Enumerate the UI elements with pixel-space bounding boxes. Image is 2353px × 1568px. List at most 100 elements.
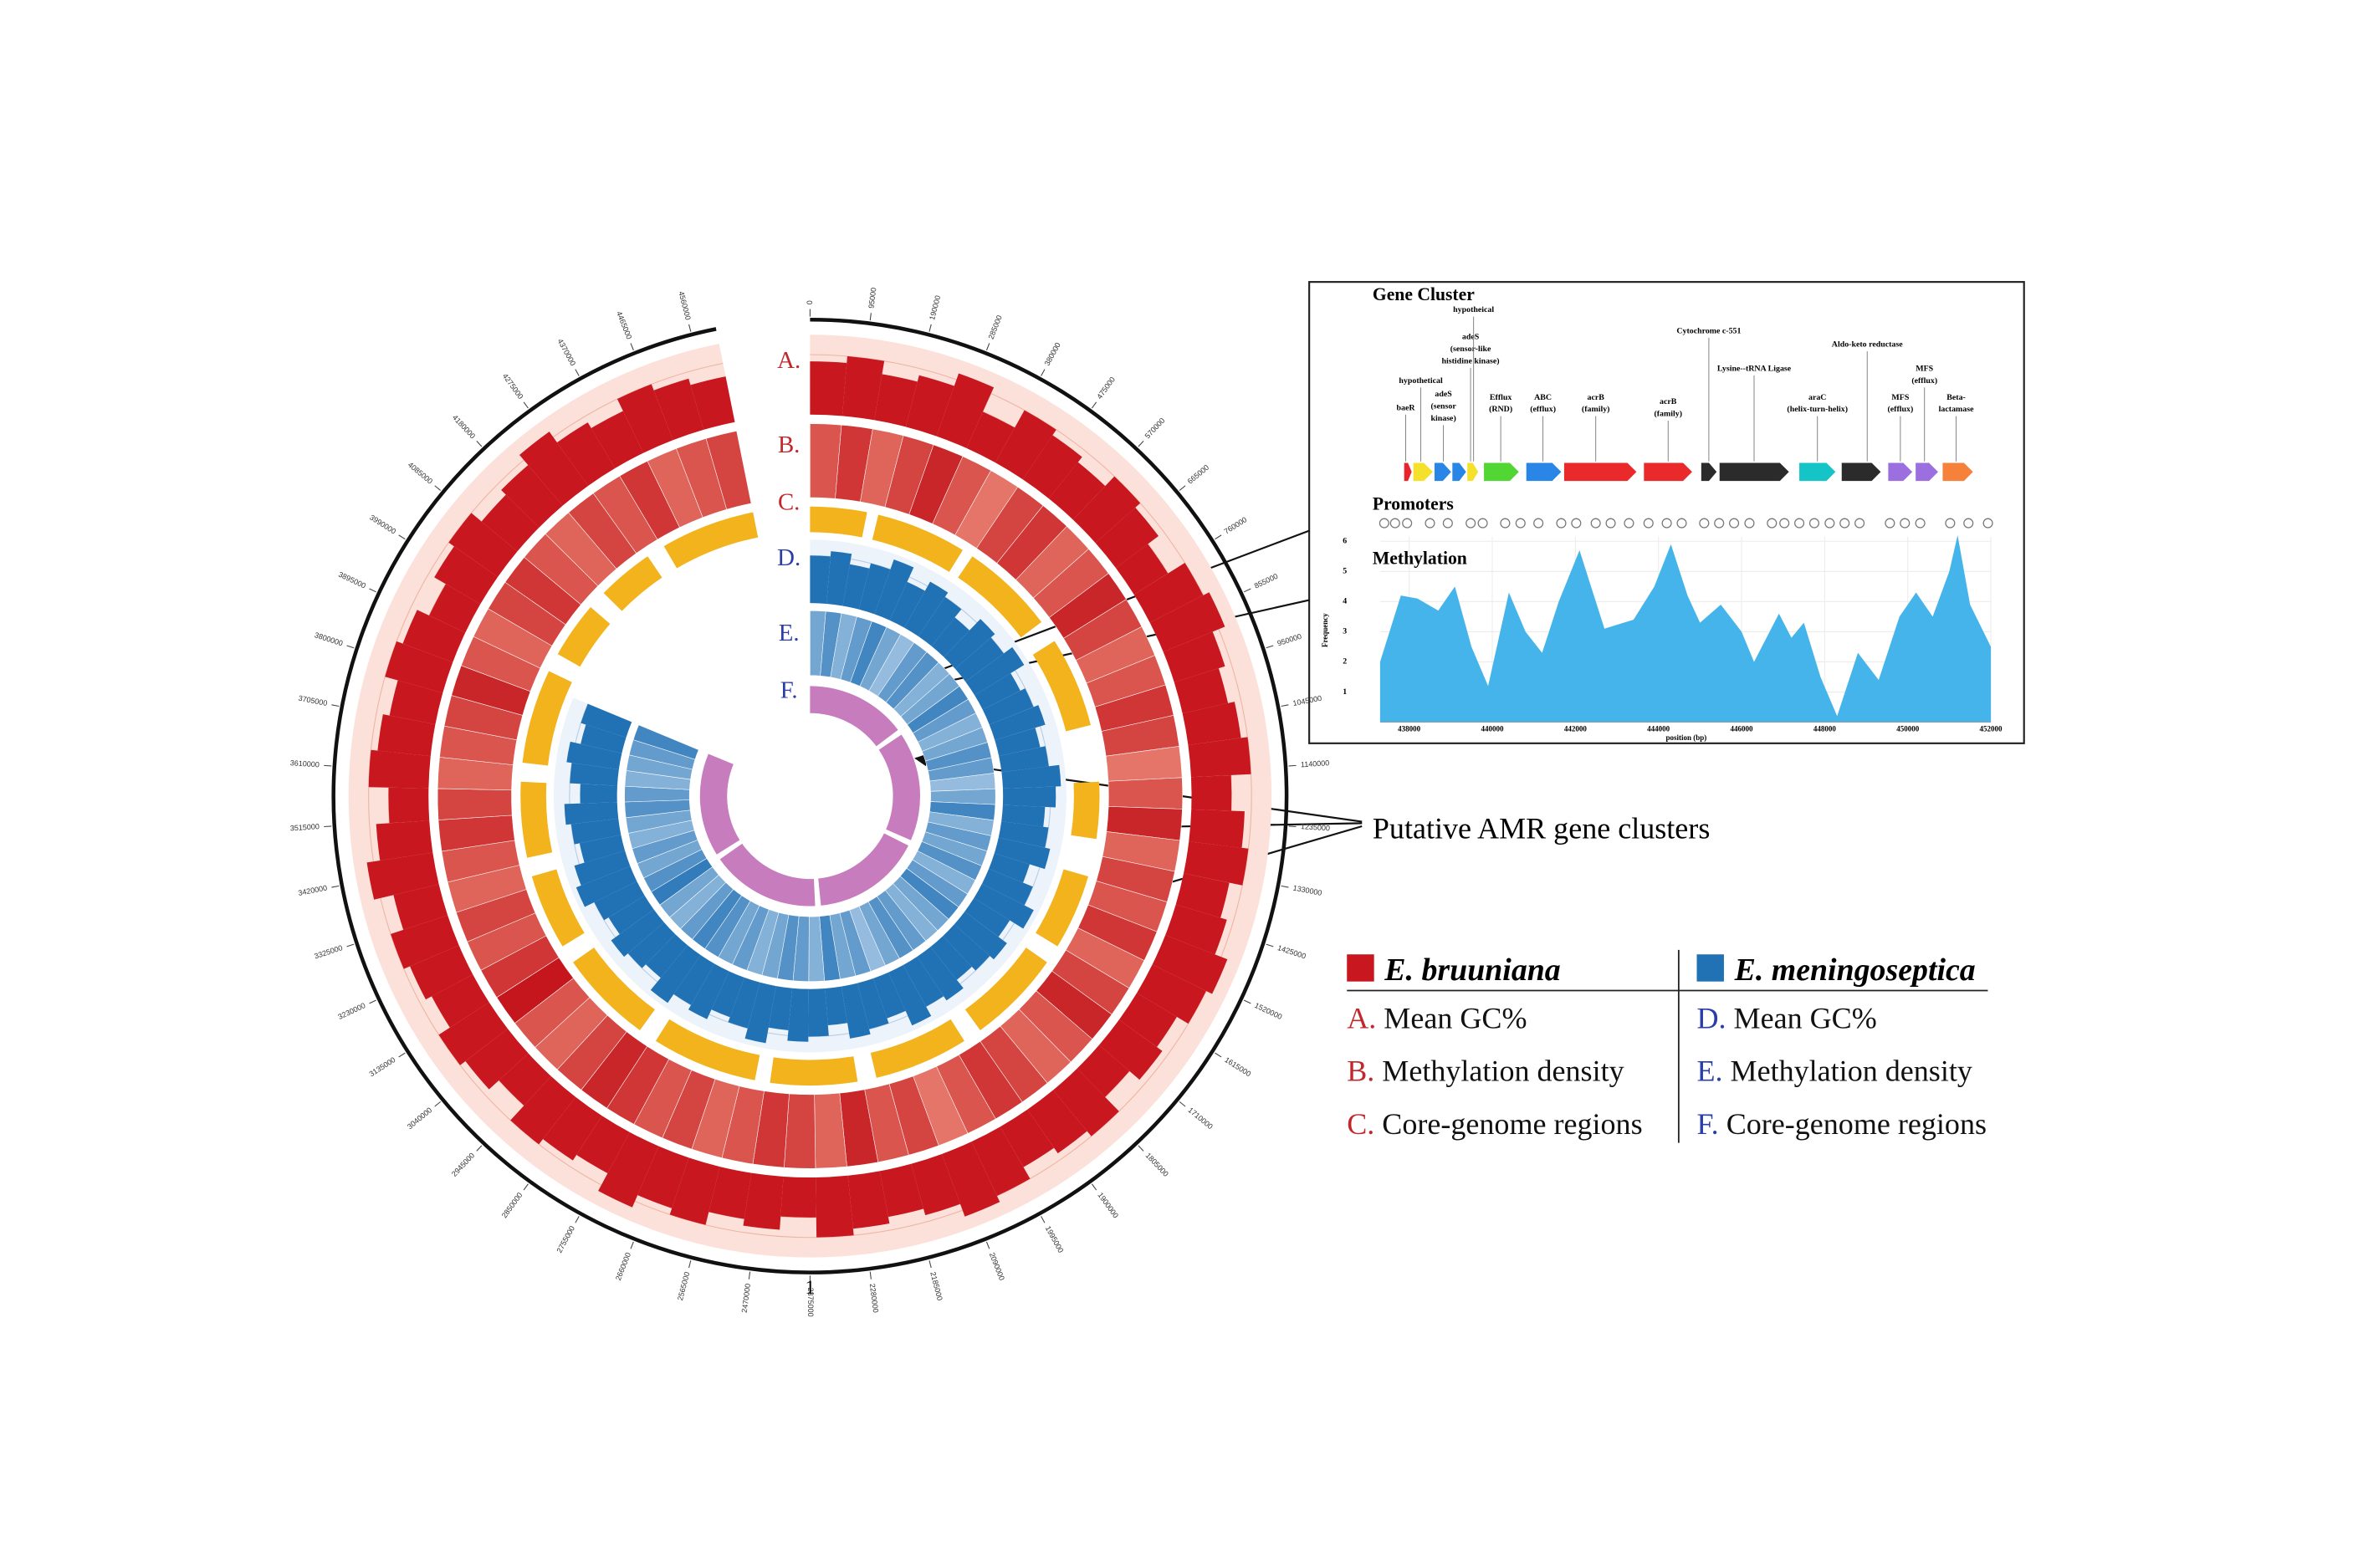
gc-bar (564, 802, 619, 825)
gc-bar (627, 922, 676, 968)
gc-bar (510, 1075, 576, 1145)
promoter (1442, 518, 1453, 529)
tick-label: 665000 (1186, 463, 1211, 486)
x-tick-label: 450000 (1896, 725, 1920, 733)
gc-bar (501, 465, 563, 528)
promoter (1402, 518, 1413, 529)
core-region (810, 686, 898, 747)
tick-label: 2090000 (988, 1251, 1006, 1281)
gc-bar (974, 883, 1034, 929)
gc-bar (944, 619, 995, 669)
gc-bar (708, 1167, 752, 1219)
tick-label: 285000 (987, 314, 1004, 340)
gc-bar (780, 1176, 816, 1218)
tick-mark (523, 401, 529, 409)
legend-item: D. Mean GC% (1696, 1002, 1876, 1035)
promoter (1767, 518, 1778, 529)
promoters-title: Promoters (1373, 493, 1454, 513)
gene-label: Aldo-keto reductase (1832, 340, 1903, 350)
gc-bar (391, 915, 459, 969)
gc-bar (974, 673, 1020, 710)
gc-bar (1072, 476, 1141, 544)
tick-label: 0 (806, 300, 814, 304)
gc-bar (1152, 935, 1228, 994)
tick-label: 3895000 (337, 570, 367, 590)
tick-mark (1266, 645, 1274, 649)
core-region (958, 556, 1042, 638)
track-label: B. (778, 432, 800, 458)
gc-bar (842, 564, 870, 610)
gc-bar (858, 563, 891, 615)
gene-label: (sensor-like (1450, 345, 1491, 354)
tick-mark (324, 825, 332, 828)
tick-mark (630, 1241, 634, 1249)
gene-cluster-title: Gene Cluster (1373, 284, 1475, 304)
gc-bar (576, 1116, 630, 1173)
gene-label: Cytochrome c-551 (1676, 326, 1741, 335)
promoter (1661, 518, 1672, 529)
tick-label: 4465000 (615, 310, 633, 340)
gc-bar (841, 983, 871, 1039)
y-tick-label: 2 (1343, 657, 1347, 667)
gene-label: baeR (1397, 403, 1416, 412)
tick-mark (331, 885, 340, 888)
core-region (719, 843, 816, 907)
promoter (1714, 518, 1725, 529)
legend-item: A. Mean GC% (1347, 1002, 1527, 1035)
track-label: E. (779, 620, 800, 646)
promoter (1699, 518, 1710, 529)
gc-bar (653, 378, 704, 441)
promoter (1515, 518, 1526, 529)
gc-bar (581, 724, 627, 753)
tick-mark (1179, 1101, 1186, 1107)
gc-bar (903, 956, 944, 1007)
x-axis-label: position (bp) (1665, 733, 1706, 742)
promoter (1500, 518, 1511, 529)
tick-label: 2565000 (676, 1271, 691, 1301)
promoter (1885, 518, 1895, 529)
tick-mark (476, 1145, 483, 1152)
tick-label: 380000 (1043, 341, 1062, 367)
gene-label: histidine kinase) (1442, 356, 1500, 365)
track-label: C. (778, 488, 800, 515)
tick-mark (1215, 1052, 1222, 1058)
x-tick-label: 440000 (1481, 725, 1505, 733)
tick-mark (1179, 485, 1186, 491)
gc-bar (570, 818, 621, 845)
gene-label: hypotheical (1453, 305, 1494, 314)
gc-bar (376, 820, 433, 861)
gc-bar (1165, 904, 1227, 955)
tick-label: 2945000 (450, 1152, 476, 1178)
tick-label: 3325000 (313, 943, 343, 960)
gene-arrow (1526, 462, 1562, 482)
gc-bar (1022, 435, 1082, 499)
tick-label: 2755000 (555, 1224, 576, 1254)
gene-arrow (1467, 462, 1479, 482)
promoter (1590, 518, 1601, 529)
promoter (1466, 518, 1476, 529)
tick-mark (1041, 1216, 1046, 1223)
gc-bar (388, 787, 430, 824)
gc-bar (998, 821, 1049, 848)
gc-bar (598, 1131, 659, 1208)
gc-bar (543, 1096, 602, 1161)
core-region (964, 947, 1047, 1030)
gene-label: (family) (1582, 405, 1610, 414)
gene-label: (sensor (1430, 402, 1456, 411)
gc-bar (825, 986, 848, 1026)
tick-label: 3420000 (298, 884, 328, 897)
gc-bar (385, 641, 453, 693)
gc-bar (366, 852, 439, 900)
gc-bar (936, 373, 995, 448)
gene-label: MFS (1891, 393, 1909, 402)
core-region (870, 1019, 964, 1078)
legend-title: E. meningoseptica (1734, 953, 1976, 988)
gc-bar (377, 714, 436, 757)
heat-cell (437, 788, 513, 820)
gc-bar (465, 1029, 529, 1090)
promoter (1945, 518, 1956, 529)
tick-mark (1281, 704, 1289, 707)
tick-mark (1138, 441, 1144, 447)
gc-bar (519, 432, 589, 506)
legend-item: F. Core-genome regions (1696, 1107, 1987, 1141)
